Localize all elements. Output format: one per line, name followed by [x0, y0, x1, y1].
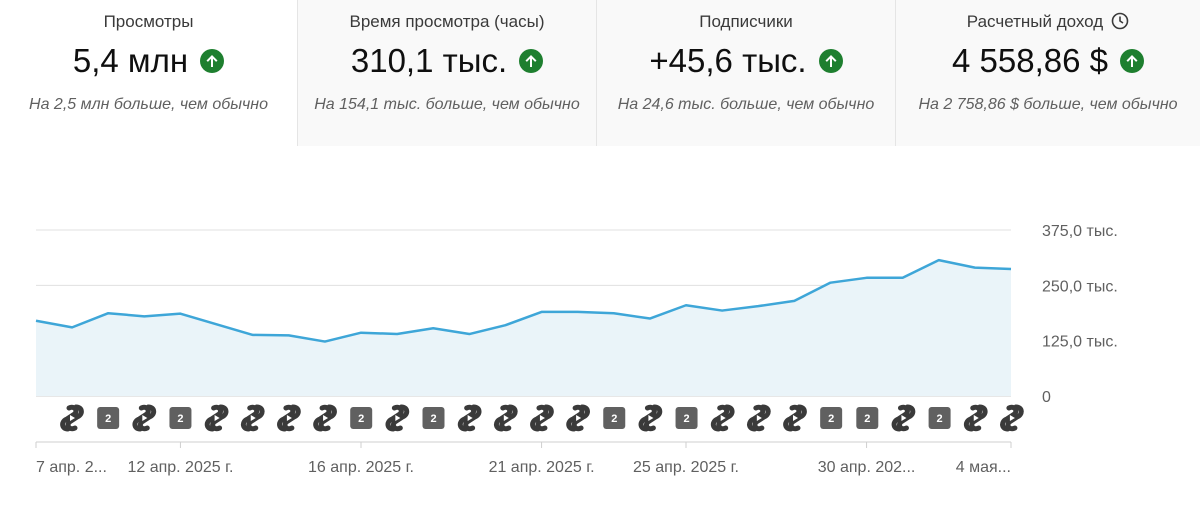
- metric-card-watch-time[interactable]: Время просмотра (часы) 310,1 тыс. На 154…: [298, 0, 597, 146]
- metric-label: Подписчики: [699, 12, 793, 31]
- shorts-icon[interactable]: [493, 404, 518, 432]
- y-tick-label: 125,0 тыс.: [1042, 334, 1118, 351]
- shorts-icon[interactable]: [783, 404, 807, 432]
- metric-label: Расчетный доход: [966, 12, 1104, 31]
- metric-card-views[interactable]: Просмотры 5,4 млн На 2,5 млн больше, чем…: [0, 0, 298, 146]
- upload-count-badge[interactable]: 2: [675, 407, 698, 429]
- metric-value-row: +45,6 тыс.: [597, 42, 895, 80]
- y-tick-label: 375,0 тыс.: [1042, 223, 1118, 240]
- metric-card-revenue[interactable]: Расчетный доход 4 558,86 $ На 2 758,86 $…: [896, 0, 1200, 146]
- metric-value: 4 558,86 $: [952, 42, 1108, 79]
- shorts-icon[interactable]: [313, 404, 337, 432]
- svg-text:2: 2: [430, 413, 436, 425]
- x-tick-label: 4 мая...: [956, 459, 1011, 476]
- upload-count-badge[interactable]: 2: [422, 407, 445, 429]
- upload-count-badge[interactable]: 2: [603, 407, 626, 429]
- metric-card-subscribers[interactable]: Подписчики +45,6 тыс. На 24,6 тыс. больш…: [597, 0, 896, 146]
- upload-count-badge[interactable]: 2: [350, 407, 373, 429]
- shorts-icon[interactable]: [710, 404, 735, 432]
- upload-count-badge[interactable]: 2: [928, 407, 951, 429]
- svg-text:2: 2: [864, 413, 870, 425]
- svg-text:2: 2: [358, 413, 364, 425]
- shorts-icon[interactable]: [746, 404, 771, 432]
- x-tick-label: 30 апр. 202...: [818, 459, 916, 476]
- metric-note: На 2 758,86 $ больше, чем обычно: [918, 96, 1178, 113]
- y-tick-label: 0: [1042, 389, 1051, 406]
- upload-count-badge[interactable]: 2: [97, 407, 120, 429]
- metric-label: Время просмотра (часы): [349, 12, 545, 31]
- metric-value-row: 5,4 млн: [0, 42, 297, 80]
- metric-label-row: Расчетный доход: [896, 12, 1200, 32]
- metric-value-row: 4 558,86 $: [896, 42, 1200, 80]
- shorts-icon[interactable]: [277, 404, 301, 432]
- arrow-up-circle-icon: [200, 49, 225, 73]
- shorts-icon[interactable]: [240, 404, 265, 432]
- shorts-icon[interactable]: [566, 404, 590, 432]
- x-tick-label: 25 апр. 2025 г.: [633, 459, 739, 476]
- x-tick-label: 7 апр. 2...: [36, 459, 107, 476]
- metric-value: 310,1 тыс.: [350, 42, 508, 79]
- shorts-icon[interactable]: [638, 404, 663, 432]
- metric-value: 5,4 млн: [72, 42, 189, 79]
- shorts-icon[interactable]: [204, 404, 229, 432]
- metric-value-row: 310,1 тыс.: [298, 42, 596, 80]
- shorts-icon[interactable]: [132, 404, 157, 432]
- svg-text:2: 2: [611, 413, 617, 425]
- upload-count-badge[interactable]: 2: [856, 407, 879, 429]
- arrow-up-circle-icon: [1119, 49, 1144, 73]
- shorts-icon[interactable]: [385, 404, 410, 432]
- arrow-up-circle-icon: [818, 49, 843, 73]
- metric-label: Просмотры: [103, 12, 194, 31]
- metrics-row: Просмотры 5,4 млн На 2,5 млн больше, чем…: [0, 0, 1200, 146]
- svg-text:2: 2: [177, 413, 183, 425]
- shorts-icon[interactable]: [891, 404, 916, 432]
- series-area: [36, 260, 1011, 396]
- svg-text:2: 2: [105, 413, 111, 425]
- upload-count-badge[interactable]: 2: [169, 407, 192, 429]
- shorts-icon[interactable]: [963, 404, 988, 432]
- x-tick-label: 12 апр. 2025 г.: [127, 459, 233, 476]
- x-tick-label: 16 апр. 2025 г.: [308, 459, 414, 476]
- metric-note: На 24,6 тыс. больше, чем обычно: [617, 96, 875, 113]
- svg-text:2: 2: [828, 413, 834, 425]
- svg-text:2: 2: [937, 413, 943, 425]
- upload-count-badge[interactable]: 2: [820, 407, 843, 429]
- shorts-icon[interactable]: [1000, 404, 1024, 432]
- metric-value: +45,6 тыс.: [649, 42, 807, 79]
- shorts-icon[interactable]: [60, 404, 84, 432]
- views-chart[interactable]: 375,0 тыс. 250,0 тыс. 125,0 тыс. 0 2 2 2 2 2 2 2 2 2…: [0, 146, 1200, 513]
- shorts-icon[interactable]: [457, 404, 482, 432]
- clock-icon: [1111, 12, 1129, 30]
- series-line: [35, 258, 1012, 343]
- arrow-up-circle-icon: [519, 49, 544, 73]
- y-tick-label: 250,0 тыс.: [1042, 278, 1118, 295]
- x-tick-label: 21 апр. 2025 г.: [489, 459, 595, 476]
- svg-text:2: 2: [683, 413, 689, 425]
- metric-note: На 154,1 тыс. больше, чем обычно: [314, 96, 580, 113]
- metric-note: На 2,5 млн больше, чем обычно: [29, 96, 268, 113]
- shorts-icon[interactable]: [530, 404, 554, 432]
